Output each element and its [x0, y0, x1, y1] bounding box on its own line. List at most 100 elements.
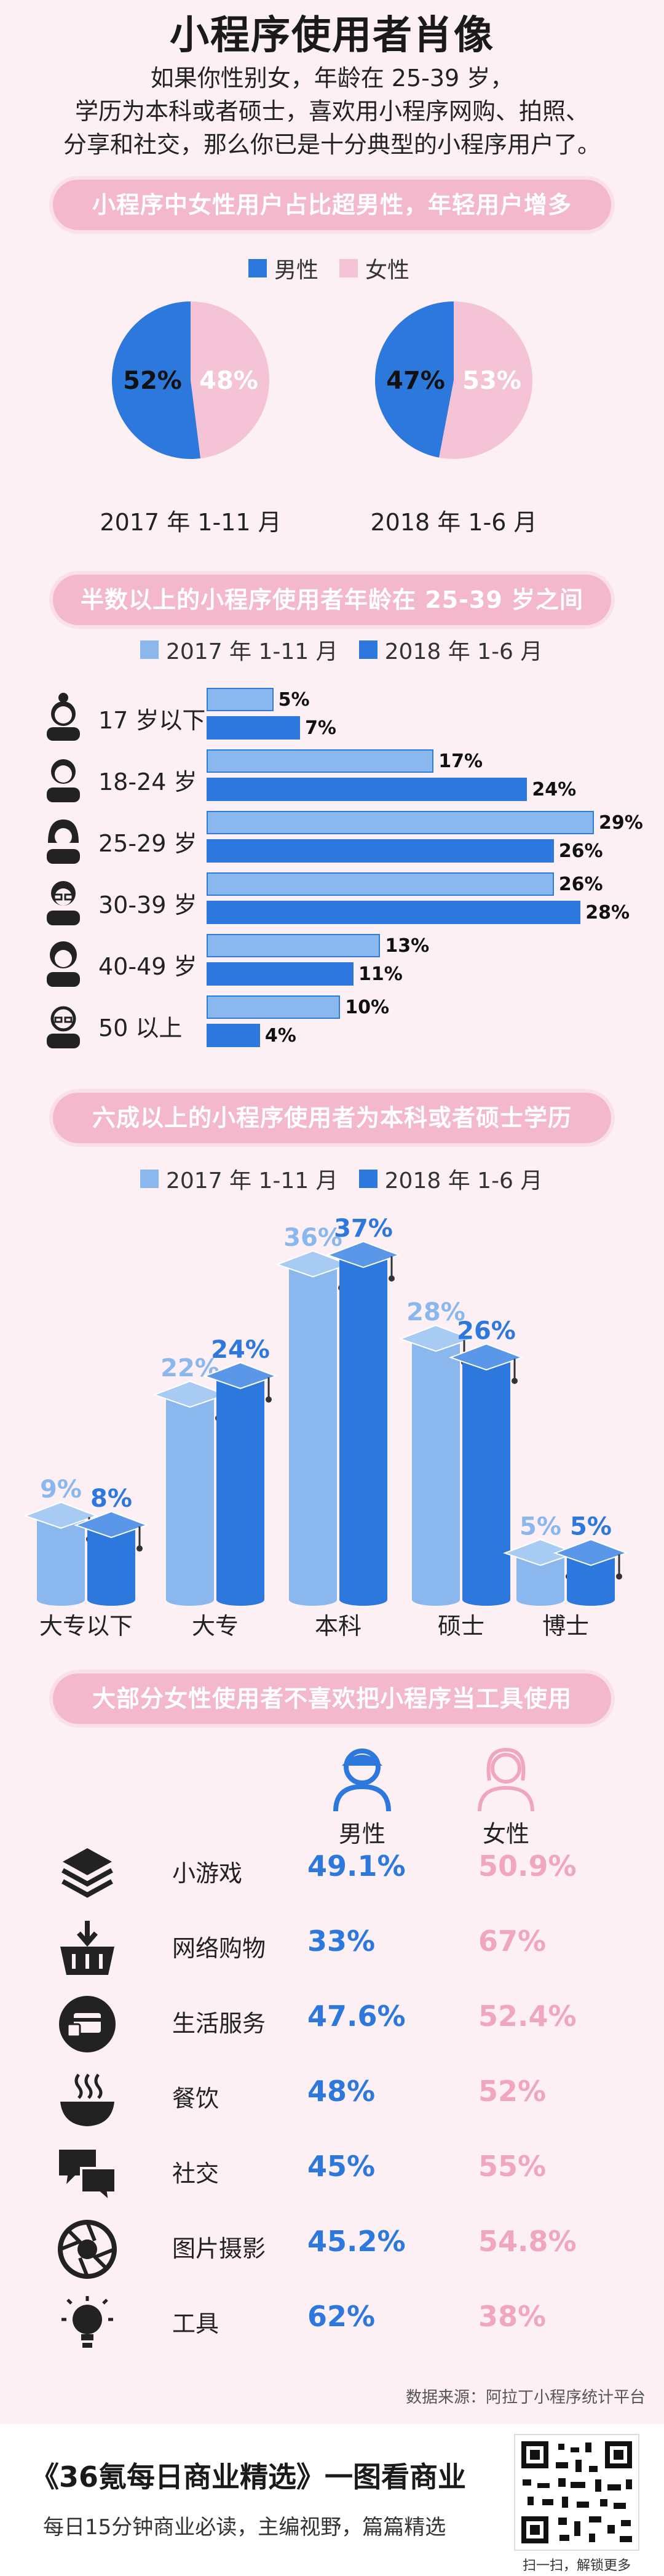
gender-legend: 男性 女性 [248, 252, 430, 284]
edu-bar-base [339, 1593, 387, 1606]
male-value: 45.2% [307, 2225, 406, 2258]
male-value: 49.1% [307, 1849, 406, 1883]
age-label-50plus: 50 以上 [98, 1015, 183, 1042]
age-value-label-2017: 10% [345, 997, 390, 1018]
graduation-cap-icon [152, 1380, 227, 1408]
female-value: 52% [478, 2075, 547, 2108]
category-label: 网络购物 [172, 1935, 266, 1962]
legend-swatch-female [339, 259, 358, 277]
edu-bar-base [516, 1593, 564, 1606]
page-title: 小程序使用者肖像 [170, 13, 494, 58]
edu-bar-base [567, 1593, 615, 1606]
edu-category-label: 硕士 [438, 1613, 484, 1637]
intro-line-3: 分享和社交，那么你已是十分典型的小程序用户了。 [63, 131, 601, 158]
age-value-label-2017: 13% [385, 935, 430, 957]
edu-bar-base [87, 1593, 135, 1606]
legend-item-2017: 2017 年 1-11 月 [140, 634, 338, 666]
edu-category-label: 大专以下 [39, 1613, 133, 1637]
section-title-edu: 六成以上的小程序使用者为本科或者硕士学历 [92, 1104, 572, 1131]
pie-2017-slice-male [112, 301, 201, 459]
lightbulb-icon [61, 2296, 113, 2348]
category-label: 图片摄影 [172, 2235, 266, 2262]
age-value-label-2018: 28% [585, 902, 630, 923]
age-label-18-24: 18-24 岁 [98, 768, 197, 796]
data-source: 数据来源：阿拉丁小程序统计平台 [405, 2388, 646, 2407]
graduation-cap-icon [326, 1240, 401, 1269]
legend-label-2018: 2018 年 1-6 月 [384, 639, 543, 664]
aperture-icon [58, 2220, 117, 2279]
edu-bar-2017 [37, 1515, 85, 1600]
middle-aged-woman-avatar-icon [47, 941, 80, 987]
edu-category-label: 大专 [192, 1613, 239, 1637]
basket-icon [60, 1921, 114, 1975]
age-label-40-49: 40-49 岁 [98, 953, 197, 980]
legend-label-female: 女性 [365, 258, 410, 283]
section-title-pref: 大部分女性使用者不喜欢把小程序当工具使用 [92, 1685, 572, 1712]
age-bar-2018 [207, 716, 301, 740]
edu-category-label: 本科 [315, 1613, 362, 1637]
edu-bar-2018 [462, 1357, 510, 1600]
chat-icon [59, 2150, 117, 2205]
edu-bar-base [289, 1593, 337, 1606]
column-header-female: 女性 [482, 1820, 529, 1848]
age-bar-2017 [207, 872, 554, 896]
legend-swatch-male [248, 259, 267, 277]
age-bar-2017 [207, 934, 381, 957]
section-title-gender: 小程序中女性用户占比超男性，年轻用户增多 [92, 191, 572, 218]
edu-value-label-2018: 5% [570, 1512, 612, 1541]
edu-bar-2018 [339, 1255, 387, 1600]
male-value: 47.6% [307, 2000, 406, 2033]
legend-label-male: 男性 [274, 258, 319, 283]
graduation-cap-icon [23, 1501, 98, 1529]
pie-chart-2017: 52% 48% [112, 301, 270, 459]
pie-chart-2018: 47% 53% [375, 301, 532, 459]
pie-2017-slice-female [191, 301, 270, 458]
age-value-label-2018: 24% [532, 779, 577, 800]
male-value: 45% [307, 2150, 376, 2183]
age-value-label-2017: 5% [278, 689, 310, 711]
young-man-avatar-icon [47, 759, 80, 802]
column-header-male: 男性 [338, 1820, 385, 1848]
age-bar-2017 [207, 688, 274, 711]
edu-bar-2018 [216, 1376, 264, 1600]
female-value: 54.8% [478, 2225, 577, 2258]
edu-value-label-2017: 9% [40, 1475, 82, 1504]
age-value-label-2018: 26% [558, 840, 603, 862]
female-user-icon [478, 1747, 534, 1811]
graduation-cap-icon [553, 1539, 628, 1566]
pie-2017-caption: 2017 年 1-11 月 [100, 509, 282, 536]
age-bar-2017 [207, 749, 434, 773]
section-header-pref: 大部分女性使用者不喜欢把小程序当工具使用 [53, 1673, 611, 1724]
age-value-label-2017: 29% [599, 812, 643, 834]
legend-item-2017: 2017 年 1-11 月 [140, 1163, 338, 1195]
category-label: 工具 [172, 2310, 219, 2337]
category-label: 生活服务 [172, 2010, 266, 2037]
section-title-age: 半数以上的小程序使用者年龄在 25-39 岁之间 [81, 586, 583, 613]
age-bar-2018 [207, 778, 528, 801]
section-header-age: 半数以上的小程序使用者年龄在 25-39 岁之间 [53, 575, 611, 625]
age-bar-2018 [207, 839, 554, 863]
legend-swatch-2017 [140, 1170, 159, 1188]
section-header-edu: 六成以上的小程序使用者为本科或者硕士学历 [53, 1093, 611, 1143]
age-label-under17: 17 岁以下 [98, 707, 206, 734]
male-value: 48% [307, 2075, 376, 2108]
age-value-label-2017: 17% [438, 751, 483, 772]
qr-caption: 扫一扫，解锁更多 [522, 2558, 631, 2574]
edu-value-label-2018: 26% [457, 1317, 516, 1345]
edu-legend: 2017 年 1-11 月 2018 年 1-6 月 [140, 1163, 563, 1195]
graduation-cap-icon [449, 1343, 524, 1371]
graduation-cap-icon [398, 1325, 473, 1352]
intro-line-2: 学历为本科或者硕士，喜欢用小程序网购、拍照、 [74, 98, 589, 125]
legend-item-2018: 2018 年 1-6 月 [358, 634, 543, 666]
female-value: 55% [478, 2150, 547, 2183]
edu-value-label-2017: 28% [406, 1298, 465, 1326]
pie-2018-label-female: 53% [462, 367, 521, 395]
qr-code[interactable] [514, 2434, 639, 2551]
elderly-man-avatar-icon [47, 1006, 80, 1048]
graduation-cap-icon [203, 1362, 278, 1389]
woman-avatar-icon [47, 819, 80, 864]
footer: 《36氪每日商业精选》一图看商业 每日15分钟商业必读，主编视野，篇篇精选 扫一… [0, 2424, 664, 2576]
age-value-label-2018: 7% [305, 717, 336, 739]
cap-tassel-end [266, 1396, 272, 1403]
